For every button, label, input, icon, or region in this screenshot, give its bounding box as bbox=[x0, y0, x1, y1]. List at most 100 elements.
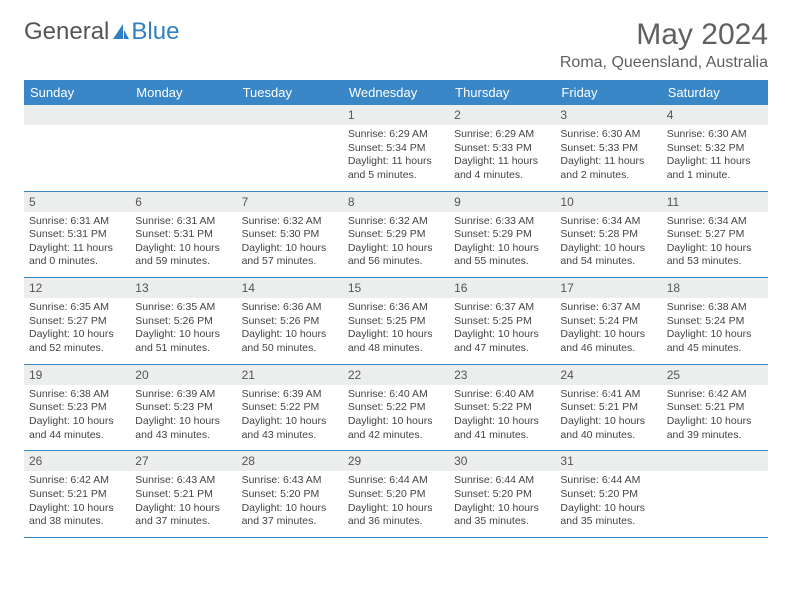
day-number: 11 bbox=[662, 192, 768, 212]
day-cell: 18Sunrise: 6:38 AMSunset: 5:24 PMDayligh… bbox=[662, 278, 768, 364]
day-number: 16 bbox=[449, 278, 555, 298]
sunrise-text: Sunrise: 6:31 AM bbox=[135, 215, 231, 229]
weekday-header: Saturday bbox=[662, 80, 768, 105]
day-number: 17 bbox=[555, 278, 661, 298]
sunrise-text: Sunrise: 6:40 AM bbox=[454, 388, 550, 402]
day-cell: 8Sunrise: 6:32 AMSunset: 5:29 PMDaylight… bbox=[343, 192, 449, 278]
day-body: Sunrise: 6:31 AMSunset: 5:31 PMDaylight:… bbox=[130, 212, 236, 278]
sunset-text: Sunset: 5:26 PM bbox=[135, 315, 231, 329]
daylight-text: Daylight: 10 hours and 46 minutes. bbox=[560, 328, 656, 355]
day-body: Sunrise: 6:29 AMSunset: 5:34 PMDaylight:… bbox=[343, 125, 449, 191]
daylight-text: Daylight: 10 hours and 43 minutes. bbox=[135, 415, 231, 442]
sunset-text: Sunset: 5:21 PM bbox=[667, 401, 763, 415]
day-cell: 15Sunrise: 6:36 AMSunset: 5:25 PMDayligh… bbox=[343, 278, 449, 364]
day-body: Sunrise: 6:37 AMSunset: 5:24 PMDaylight:… bbox=[555, 298, 661, 364]
sunrise-text: Sunrise: 6:42 AM bbox=[29, 474, 125, 488]
day-cell: 13Sunrise: 6:35 AMSunset: 5:26 PMDayligh… bbox=[130, 278, 236, 364]
day-body: Sunrise: 6:44 AMSunset: 5:20 PMDaylight:… bbox=[343, 471, 449, 537]
day-cell: 9Sunrise: 6:33 AMSunset: 5:29 PMDaylight… bbox=[449, 192, 555, 278]
day-body: Sunrise: 6:38 AMSunset: 5:24 PMDaylight:… bbox=[662, 298, 768, 364]
day-number: 3 bbox=[555, 105, 661, 125]
day-cell: 1Sunrise: 6:29 AMSunset: 5:34 PMDaylight… bbox=[343, 105, 449, 191]
sunset-text: Sunset: 5:21 PM bbox=[29, 488, 125, 502]
sunset-text: Sunset: 5:20 PM bbox=[242, 488, 338, 502]
day-body: Sunrise: 6:29 AMSunset: 5:33 PMDaylight:… bbox=[449, 125, 555, 191]
day-body: Sunrise: 6:32 AMSunset: 5:30 PMDaylight:… bbox=[237, 212, 343, 278]
daylight-text: Daylight: 10 hours and 54 minutes. bbox=[560, 242, 656, 269]
day-cell: 30Sunrise: 6:44 AMSunset: 5:20 PMDayligh… bbox=[449, 451, 555, 537]
sunset-text: Sunset: 5:29 PM bbox=[454, 228, 550, 242]
daylight-text: Daylight: 10 hours and 40 minutes. bbox=[560, 415, 656, 442]
day-body: Sunrise: 6:44 AMSunset: 5:20 PMDaylight:… bbox=[449, 471, 555, 537]
sunrise-text: Sunrise: 6:44 AM bbox=[454, 474, 550, 488]
sunset-text: Sunset: 5:25 PM bbox=[348, 315, 444, 329]
day-body: Sunrise: 6:40 AMSunset: 5:22 PMDaylight:… bbox=[343, 385, 449, 451]
day-number: 29 bbox=[343, 451, 449, 471]
sunrise-text: Sunrise: 6:39 AM bbox=[242, 388, 338, 402]
day-number: 15 bbox=[343, 278, 449, 298]
sunset-text: Sunset: 5:25 PM bbox=[454, 315, 550, 329]
sunset-text: Sunset: 5:28 PM bbox=[560, 228, 656, 242]
day-number: 22 bbox=[343, 365, 449, 385]
daylight-text: Daylight: 10 hours and 53 minutes. bbox=[667, 242, 763, 269]
day-cell: 27Sunrise: 6:43 AMSunset: 5:21 PMDayligh… bbox=[130, 451, 236, 537]
daylight-text: Daylight: 11 hours and 0 minutes. bbox=[29, 242, 125, 269]
sunset-text: Sunset: 5:22 PM bbox=[454, 401, 550, 415]
daylight-text: Daylight: 10 hours and 37 minutes. bbox=[242, 502, 338, 529]
day-number: 27 bbox=[130, 451, 236, 471]
month-title: May 2024 bbox=[560, 18, 768, 52]
day-body: Sunrise: 6:30 AMSunset: 5:33 PMDaylight:… bbox=[555, 125, 661, 191]
day-body: Sunrise: 6:36 AMSunset: 5:25 PMDaylight:… bbox=[343, 298, 449, 364]
day-cell: 14Sunrise: 6:36 AMSunset: 5:26 PMDayligh… bbox=[237, 278, 343, 364]
daylight-text: Daylight: 10 hours and 52 minutes. bbox=[29, 328, 125, 355]
daylight-text: Daylight: 10 hours and 35 minutes. bbox=[560, 502, 656, 529]
sunset-text: Sunset: 5:20 PM bbox=[348, 488, 444, 502]
sunrise-text: Sunrise: 6:39 AM bbox=[135, 388, 231, 402]
day-body: Sunrise: 6:42 AMSunset: 5:21 PMDaylight:… bbox=[662, 385, 768, 451]
day-body: Sunrise: 6:36 AMSunset: 5:26 PMDaylight:… bbox=[237, 298, 343, 364]
sunrise-text: Sunrise: 6:36 AM bbox=[348, 301, 444, 315]
sunrise-text: Sunrise: 6:34 AM bbox=[560, 215, 656, 229]
daylight-text: Daylight: 10 hours and 51 minutes. bbox=[135, 328, 231, 355]
daylight-text: Daylight: 10 hours and 57 minutes. bbox=[242, 242, 338, 269]
day-body bbox=[24, 125, 130, 183]
sunset-text: Sunset: 5:30 PM bbox=[242, 228, 338, 242]
day-cell: 12Sunrise: 6:35 AMSunset: 5:27 PMDayligh… bbox=[24, 278, 130, 364]
daylight-text: Daylight: 10 hours and 56 minutes. bbox=[348, 242, 444, 269]
daylight-text: Daylight: 10 hours and 41 minutes. bbox=[454, 415, 550, 442]
week-row: 5Sunrise: 6:31 AMSunset: 5:31 PMDaylight… bbox=[24, 192, 768, 279]
day-body: Sunrise: 6:34 AMSunset: 5:27 PMDaylight:… bbox=[662, 212, 768, 278]
sunset-text: Sunset: 5:26 PM bbox=[242, 315, 338, 329]
day-cell: 16Sunrise: 6:37 AMSunset: 5:25 PMDayligh… bbox=[449, 278, 555, 364]
day-cell: 19Sunrise: 6:38 AMSunset: 5:23 PMDayligh… bbox=[24, 365, 130, 451]
day-body: Sunrise: 6:30 AMSunset: 5:32 PMDaylight:… bbox=[662, 125, 768, 191]
sunset-text: Sunset: 5:22 PM bbox=[348, 401, 444, 415]
sunrise-text: Sunrise: 6:33 AM bbox=[454, 215, 550, 229]
day-cell: 26Sunrise: 6:42 AMSunset: 5:21 PMDayligh… bbox=[24, 451, 130, 537]
day-cell: 4Sunrise: 6:30 AMSunset: 5:32 PMDaylight… bbox=[662, 105, 768, 191]
day-number: 10 bbox=[555, 192, 661, 212]
logo-sail-icon bbox=[111, 22, 131, 42]
day-cell bbox=[237, 105, 343, 191]
sunset-text: Sunset: 5:21 PM bbox=[560, 401, 656, 415]
weekday-header-row: SundayMondayTuesdayWednesdayThursdayFrid… bbox=[24, 80, 768, 105]
day-body: Sunrise: 6:31 AMSunset: 5:31 PMDaylight:… bbox=[24, 212, 130, 278]
day-number bbox=[24, 105, 130, 125]
day-body: Sunrise: 6:39 AMSunset: 5:23 PMDaylight:… bbox=[130, 385, 236, 451]
sunrise-text: Sunrise: 6:38 AM bbox=[29, 388, 125, 402]
sunset-text: Sunset: 5:20 PM bbox=[560, 488, 656, 502]
day-cell: 7Sunrise: 6:32 AMSunset: 5:30 PMDaylight… bbox=[237, 192, 343, 278]
day-number: 23 bbox=[449, 365, 555, 385]
day-cell: 22Sunrise: 6:40 AMSunset: 5:22 PMDayligh… bbox=[343, 365, 449, 451]
sunrise-text: Sunrise: 6:37 AM bbox=[454, 301, 550, 315]
header: General Blue May 2024 Roma, Queensland, … bbox=[24, 18, 768, 72]
day-cell: 17Sunrise: 6:37 AMSunset: 5:24 PMDayligh… bbox=[555, 278, 661, 364]
sunrise-text: Sunrise: 6:40 AM bbox=[348, 388, 444, 402]
day-number: 7 bbox=[237, 192, 343, 212]
day-number: 8 bbox=[343, 192, 449, 212]
day-number: 25 bbox=[662, 365, 768, 385]
day-number: 12 bbox=[24, 278, 130, 298]
sunset-text: Sunset: 5:29 PM bbox=[348, 228, 444, 242]
sunset-text: Sunset: 5:32 PM bbox=[667, 142, 763, 156]
sunset-text: Sunset: 5:23 PM bbox=[135, 401, 231, 415]
